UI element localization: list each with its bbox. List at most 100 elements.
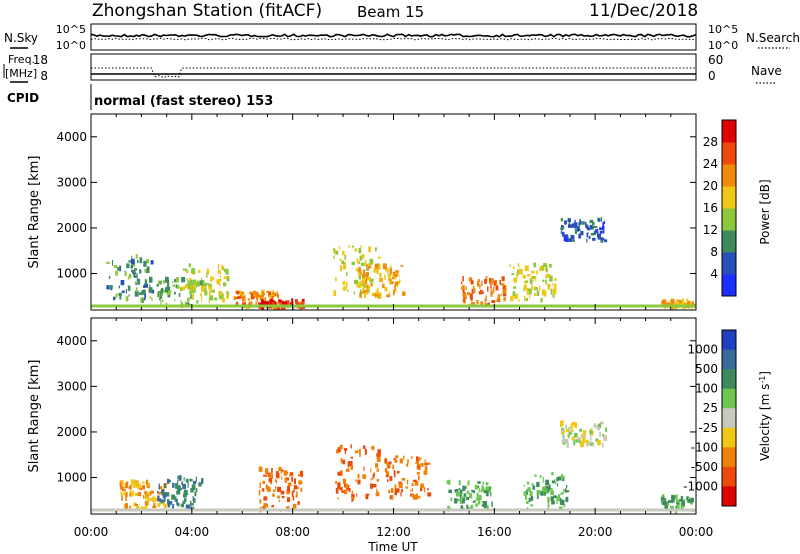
velocity-cell — [337, 471, 342, 476]
power-cell — [219, 290, 222, 296]
power-cell — [363, 290, 368, 294]
velocity-cell — [163, 483, 166, 488]
power-cell — [144, 283, 149, 288]
power-cell — [388, 274, 391, 279]
power-cell — [501, 276, 505, 282]
velocity-cell — [561, 427, 564, 430]
power-cell — [376, 287, 379, 293]
velocity-cell — [291, 491, 294, 497]
x-tick-label: 20:00 — [578, 525, 613, 539]
power-cell — [192, 279, 196, 286]
velocity-cell — [668, 500, 672, 503]
velocity-cell — [259, 482, 261, 488]
velocity-cell — [128, 486, 132, 489]
velocity-cell — [177, 502, 180, 507]
power-cell — [282, 301, 285, 305]
velocity-cell — [687, 499, 692, 502]
velocity-cell — [592, 443, 594, 446]
velocity-cell — [187, 482, 189, 488]
power-cell — [662, 299, 667, 304]
velocity-cell — [411, 483, 414, 487]
velocity-cell — [392, 464, 395, 470]
velocity-colorbar-swatch — [722, 427, 736, 448]
power-cell — [144, 293, 146, 299]
velocity-cell — [129, 491, 132, 497]
power-cell — [182, 268, 186, 271]
power-cell — [272, 292, 276, 295]
power-cell — [588, 235, 591, 240]
velocity-colorbar-label: Velocity [m s-1] — [758, 371, 772, 461]
power-cell — [128, 260, 132, 263]
velocity-cell — [556, 477, 559, 482]
power-colorbar-swatch — [722, 186, 736, 209]
power-cell — [476, 299, 479, 305]
power-cell — [384, 287, 388, 292]
power-cell — [188, 263, 191, 268]
power-cell — [396, 271, 398, 274]
velocity-cell — [574, 432, 578, 437]
power-cell — [382, 283, 385, 289]
power-cell — [540, 297, 543, 303]
velocity-heatmap — [91, 420, 696, 514]
power-cell — [572, 223, 576, 228]
velocity-cell — [174, 496, 177, 502]
velocity-cell — [362, 474, 367, 479]
velocity-cell — [119, 480, 124, 485]
power-cell — [529, 278, 533, 284]
power-cell — [348, 245, 350, 248]
power-cell — [247, 298, 250, 301]
velocity-cell — [337, 447, 341, 452]
velocity-cell — [532, 485, 536, 490]
power-cell — [342, 250, 345, 256]
power-blob — [661, 298, 697, 311]
power-cell — [146, 259, 150, 264]
velocity-cell — [275, 486, 277, 490]
velocity-cell — [175, 498, 178, 503]
power-cell — [560, 227, 564, 231]
velocity-cell — [595, 438, 599, 442]
velocity-cell — [556, 496, 561, 502]
power-cell — [580, 231, 584, 236]
velocity-cell — [347, 465, 350, 468]
power-cell — [597, 232, 599, 238]
power-cell — [118, 285, 120, 289]
velocity-cell — [477, 481, 481, 484]
power-cell — [527, 274, 531, 277]
power-cell — [165, 276, 169, 281]
power-cell — [242, 291, 245, 294]
velocity-cell — [686, 496, 689, 500]
velocity-blob — [446, 479, 493, 512]
power-cell — [368, 246, 372, 253]
power-colorbar-swatch — [722, 252, 736, 275]
velocity-colorbar-tick: 1000 — [687, 343, 718, 357]
velocity-cell — [281, 469, 284, 472]
velocity-cell — [602, 442, 604, 448]
velocity-cell — [485, 486, 489, 492]
power-cell — [518, 268, 522, 275]
velocity-cell — [423, 486, 426, 493]
velocity-cell — [182, 500, 186, 504]
velocity-cell — [577, 436, 581, 441]
power-cell — [160, 300, 162, 305]
power-cell — [388, 291, 390, 296]
velocity-cell — [350, 444, 352, 449]
velocity-cell — [335, 480, 337, 484]
velocity-cell — [579, 442, 584, 446]
power-cell — [108, 275, 111, 279]
velocity-cell — [178, 475, 182, 481]
velocity-cell — [120, 491, 123, 496]
power-cell — [106, 285, 110, 290]
velocity-cell — [291, 476, 294, 482]
velocity-cell — [469, 493, 473, 499]
velocity-cell — [376, 479, 380, 482]
power-cell — [373, 267, 378, 273]
nsearch-trace — [90, 37, 697, 41]
cpid-text: normal (fast stereo) 153 — [94, 94, 273, 109]
velocity-cell — [344, 489, 348, 495]
velocity-colorbar-swatch — [722, 408, 736, 429]
power-cell — [363, 292, 367, 298]
velocity-cell — [132, 482, 137, 488]
velocity-cell — [471, 489, 474, 492]
power-cell — [598, 218, 601, 222]
power-cell — [206, 282, 209, 285]
